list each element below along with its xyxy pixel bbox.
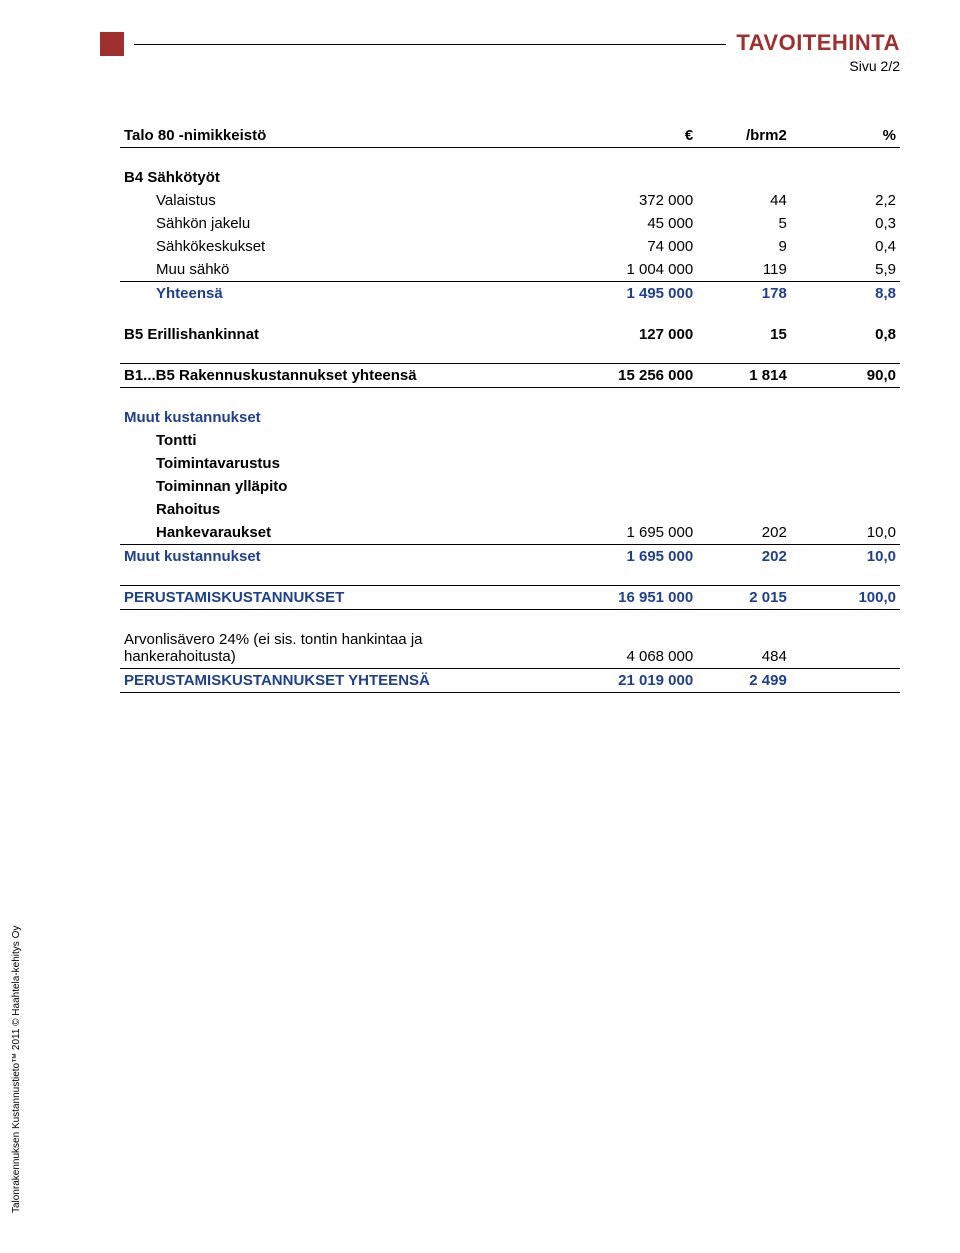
perustamis-yht-pct — [791, 668, 900, 692]
alv-label: Arvonlisävero 24% (ei sis. tontin hankin… — [120, 628, 541, 669]
muut-heading-row: Muut kustannukset — [120, 406, 900, 429]
perustamis-row: PERUSTAMISKUSTANNUKSET 16 951 000 2 015 … — [120, 586, 900, 610]
muut-heading: Muut kustannukset — [120, 406, 541, 429]
b4-total-pct: 8,8 — [791, 281, 900, 305]
perustamis-yht-eur: 21 019 000 — [541, 668, 697, 692]
muut-total-eur: 1 695 000 — [541, 544, 697, 568]
row-label: Sähkökeskukset — [120, 235, 541, 258]
hanke-row: Hankevaraukset 1 695 000 202 10,0 — [120, 521, 900, 545]
perustamis-eur: 16 951 000 — [541, 586, 697, 610]
table-row: Sähkökeskukset 74 000 9 0,4 — [120, 235, 900, 258]
alv-row: Arvonlisävero 24% (ei sis. tontin hankin… — [120, 628, 900, 669]
header-rule — [134, 44, 726, 45]
hanke-pct: 10,0 — [791, 521, 900, 545]
b5-pct: 0,8 — [791, 323, 900, 346]
table-row: Toiminnan ylläpito — [120, 475, 900, 498]
perustamis-yht-brm: 2 499 — [697, 668, 791, 692]
b1b5-brm: 1 814 — [697, 364, 791, 388]
b5-brm: 15 — [697, 323, 791, 346]
header-square-icon — [100, 32, 124, 56]
muut-total-row: Muut kustannukset 1 695 000 202 10,0 — [120, 544, 900, 568]
row-label: Sähkön jakelu — [120, 212, 541, 235]
table-header-row: Talo 80 -nimikkeistö € /brm2 % — [120, 124, 900, 148]
row-brm: 9 — [697, 235, 791, 258]
table-row: Sähkön jakelu 45 000 5 0,3 — [120, 212, 900, 235]
perustamis-label: PERUSTAMISKUSTANNUKSET — [120, 586, 541, 610]
header-title-block: TAVOITEHINTA Sivu 2/2 — [736, 30, 900, 74]
b1b5-label: B1...B5 Rakennuskustannukset yhteensä — [120, 364, 541, 388]
page-subtitle: Sivu 2/2 — [736, 58, 900, 74]
hanke-brm: 202 — [697, 521, 791, 545]
row-brm: 5 — [697, 212, 791, 235]
perustamis-brm: 2 015 — [697, 586, 791, 610]
table-row: Rahoitus — [120, 498, 900, 521]
table-row: Valaistus 372 000 44 2,2 — [120, 189, 900, 212]
muut-total-brm: 202 — [697, 544, 791, 568]
row-pct: 2,2 — [791, 189, 900, 212]
hanke-label: Hankevaraukset — [120, 521, 541, 545]
perustamis-yht-row: PERUSTAMISKUSTANNUKSET YHTEENSÄ 21 019 0… — [120, 668, 900, 692]
page-header: TAVOITEHINTA Sivu 2/2 — [100, 30, 900, 74]
b5-label: B5 Erillishankinnat — [120, 323, 541, 346]
col-name: Talo 80 -nimikkeistö — [120, 124, 541, 148]
alv-eur: 4 068 000 — [541, 628, 697, 669]
b1b5-row: B1...B5 Rakennuskustannukset yhteensä 15… — [120, 364, 900, 388]
content: Talo 80 -nimikkeistö € /brm2 % B4 Sähköt… — [100, 124, 900, 693]
row-label: Tontti — [120, 429, 541, 452]
row-brm: 119 — [697, 258, 791, 282]
table-row: Muu sähkö 1 004 000 119 5,9 — [120, 258, 900, 282]
muut-total-label: Muut kustannukset — [120, 544, 541, 568]
row-label: Toimintavarustus — [120, 452, 541, 475]
footer-copyright: Talonrakennuksen Kustannustieto™ 2011 © … — [11, 926, 22, 1213]
cost-table: Talo 80 -nimikkeistö € /brm2 % B4 Sähköt… — [120, 124, 900, 693]
hanke-eur: 1 695 000 — [541, 521, 697, 545]
row-eur: 45 000 — [541, 212, 697, 235]
page: TAVOITEHINTA Sivu 2/2 Talo 80 -nimikkeis… — [0, 0, 960, 1253]
row-eur: 74 000 — [541, 235, 697, 258]
row-label: Toiminnan ylläpito — [120, 475, 541, 498]
table-row: Tontti — [120, 429, 900, 452]
b5-row: B5 Erillishankinnat 127 000 15 0,8 — [120, 323, 900, 346]
b4-heading-row: B4 Sähkötyöt — [120, 166, 900, 189]
b1b5-eur: 15 256 000 — [541, 364, 697, 388]
b1b5-pct: 90,0 — [791, 364, 900, 388]
row-label: Valaistus — [120, 189, 541, 212]
row-eur: 372 000 — [541, 189, 697, 212]
row-label: Muu sähkö — [120, 258, 541, 282]
row-brm: 44 — [697, 189, 791, 212]
alv-brm: 484 — [697, 628, 791, 669]
b4-total-brm: 178 — [697, 281, 791, 305]
b4-total-row: Yhteensä 1 495 000 178 8,8 — [120, 281, 900, 305]
b5-eur: 127 000 — [541, 323, 697, 346]
col-pct: % — [791, 124, 900, 148]
col-eur: € — [541, 124, 697, 148]
row-pct: 5,9 — [791, 258, 900, 282]
perustamis-yht-label: PERUSTAMISKUSTANNUKSET YHTEENSÄ — [120, 668, 541, 692]
row-eur: 1 004 000 — [541, 258, 697, 282]
page-title: TAVOITEHINTA — [736, 30, 900, 56]
b4-total-eur: 1 495 000 — [541, 281, 697, 305]
row-label: Rahoitus — [120, 498, 541, 521]
b4-total-label: Yhteensä — [120, 281, 541, 305]
perustamis-pct: 100,0 — [791, 586, 900, 610]
muut-total-pct: 10,0 — [791, 544, 900, 568]
col-brm: /brm2 — [697, 124, 791, 148]
table-row: Toimintavarustus — [120, 452, 900, 475]
row-pct: 0,4 — [791, 235, 900, 258]
alv-pct — [791, 628, 900, 669]
b4-heading: B4 Sähkötyöt — [120, 166, 541, 189]
row-pct: 0,3 — [791, 212, 900, 235]
